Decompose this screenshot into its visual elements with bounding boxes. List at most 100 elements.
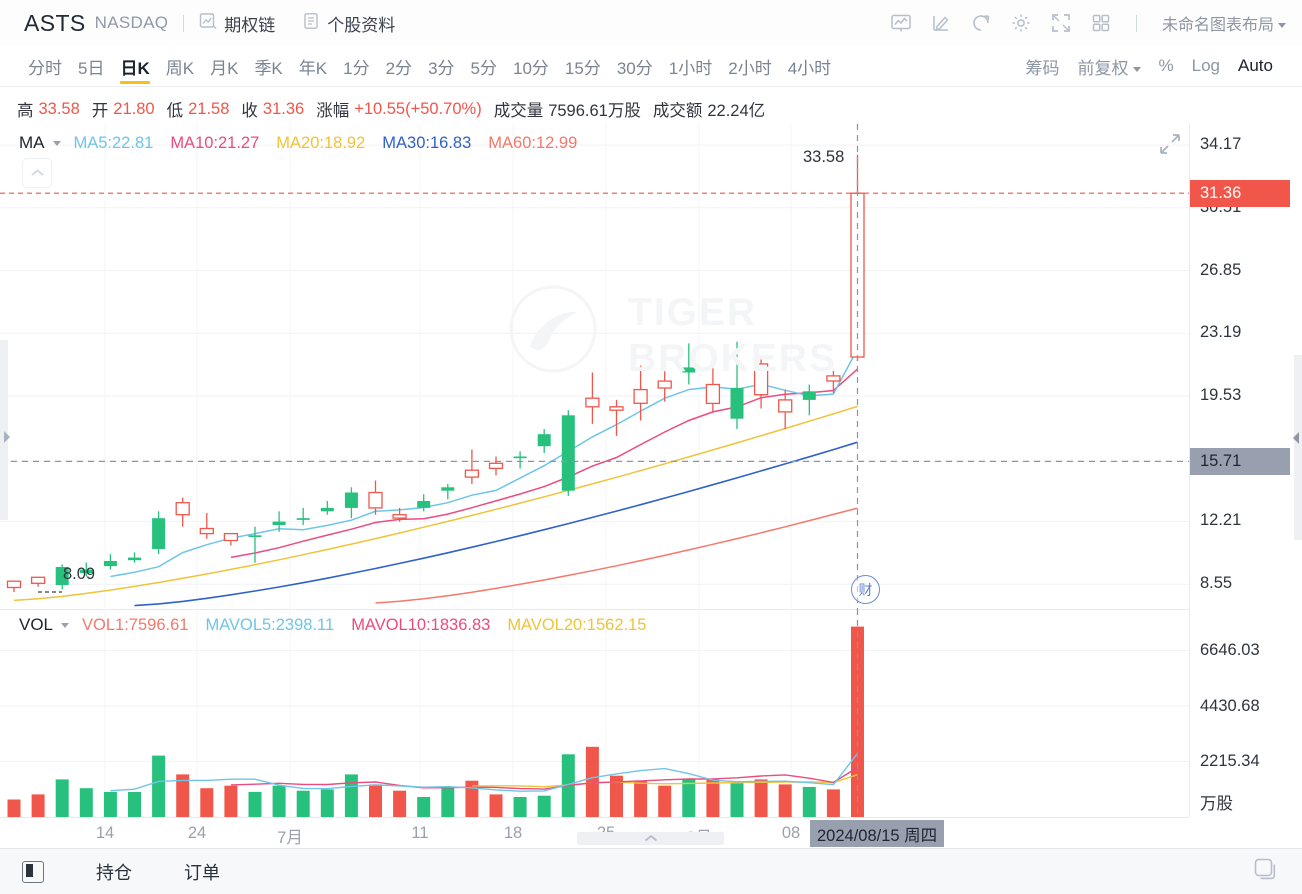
ma-indicator-legend: MA MA5:22.81 MA10:21.27 MA20:18.92 MA30:16.… xyxy=(0,128,1302,158)
volume-tick-1: 4430.68 xyxy=(1200,696,1260,715)
time-tick-1: 24 xyxy=(187,824,207,842)
low-price-annotation: 8.09 xyxy=(63,565,96,583)
time-tick-7: 08 xyxy=(781,824,801,842)
chart-doc-icon xyxy=(199,12,217,35)
grid-layout-icon[interactable] xyxy=(1081,3,1121,43)
price-tick-2: 26.85 xyxy=(1200,260,1242,279)
quote-label-1: 开 xyxy=(91,102,109,120)
expand-right-panel-arrow[interactable] xyxy=(1291,427,1301,449)
timeframe-tab-2分[interactable]: 2分 xyxy=(385,58,413,78)
timeframe-tab-15分[interactable]: 15分 xyxy=(564,58,601,78)
quote-value-1: 21.80 xyxy=(113,99,155,118)
timeframe-tab-1小时[interactable]: 1小时 xyxy=(668,58,713,78)
quote-value-5: 7596.61万股 xyxy=(548,102,641,120)
volume-tick-0: 6646.03 xyxy=(1200,641,1260,660)
time-tick-2: 7月 xyxy=(277,829,303,847)
quote-label-4: 涨幅 xyxy=(316,102,350,120)
chart-option-4[interactable]: Auto xyxy=(1238,56,1273,75)
expand-pane-icon[interactable] xyxy=(1158,132,1182,161)
price-tick-4: 19.53 xyxy=(1200,385,1242,404)
windows-stack-icon[interactable] xyxy=(1252,856,1278,887)
price-tick-3: 23.19 xyxy=(1200,323,1242,342)
timeframe-bar: 分时 5日 日K 周K 月K 季K 年K 1分 2分 3分 5分 10分 15分 30分 1小时 2小时 4小时… xyxy=(0,46,1302,87)
chevron-down-icon-vol[interactable] xyxy=(61,622,70,628)
timeframe-tab-10分[interactable]: 10分 xyxy=(513,58,549,78)
quote-value-0: 33.58 xyxy=(38,99,80,118)
chart-option-0[interactable]: 筹码 xyxy=(1025,58,1060,78)
timeframe-tab-4小时[interactable]: 4小时 xyxy=(787,58,832,78)
stock-info-link[interactable]: 个股资料 xyxy=(302,11,395,36)
indicator-icon[interactable] xyxy=(881,3,921,43)
panel-toggle-icon[interactable] xyxy=(22,860,44,883)
chart-option-2[interactable]: % xyxy=(1158,56,1174,75)
collapse-legend-button[interactable] xyxy=(22,158,52,188)
price-chart-pane[interactable] xyxy=(0,124,1189,609)
bottom-tab-orders[interactable]: 订单 xyxy=(184,862,220,883)
fullscreen-icon[interactable] xyxy=(1041,3,1081,43)
earnings-marker-icon[interactable]: 财 xyxy=(851,575,880,604)
timeframe-tab-周K[interactable]: 周K xyxy=(165,58,195,78)
bottom-bar: 持仓 订单 xyxy=(0,848,1302,894)
chart-option-1[interactable]: 前复权 xyxy=(1069,54,1150,79)
timeframe-tab-1分[interactable]: 1分 xyxy=(343,58,370,78)
symbol-exchange: NASDAQ xyxy=(94,13,169,32)
chart-option-3[interactable]: Log xyxy=(1191,56,1221,75)
pane-divider[interactable] xyxy=(0,609,1302,610)
quote-label-0: 高 xyxy=(17,102,34,120)
time-tick-4: 18 xyxy=(503,824,523,842)
timeframe-tab-年K[interactable]: 年K xyxy=(298,58,328,78)
price-axis[interactable]: 34.1730.5126.8523.1919.5315.7112.218.553… xyxy=(1189,124,1302,817)
ma-value-2: MA20:18.92 xyxy=(276,133,366,152)
timeframe-tabs: 分时 5日 日K 周K 月K 季K 年K 1分 2分 3分 5分 10分 15分 30分 1小时 2小时 4小时 xyxy=(0,46,839,87)
vol-indicator-name[interactable]: VOL xyxy=(19,615,54,634)
high-price-annotation: 33.58 xyxy=(803,148,845,166)
timeframe-tab-5分[interactable]: 5分 xyxy=(470,58,497,78)
ma-value-4: MA60:12.99 xyxy=(488,133,578,152)
ma-value-3: MA30:16.83 xyxy=(382,133,472,152)
quote-value-3: 31.36 xyxy=(262,99,305,118)
crosshair-date-tooltip: 2024/08/15 周四 xyxy=(810,820,945,847)
option-chain-link[interactable]: 期权链 xyxy=(199,11,275,36)
option-chain-label: 期权链 xyxy=(224,15,276,35)
chevron-down-icon-ma[interactable] xyxy=(52,140,61,146)
layout-selector[interactable]: 未命名图表布局 xyxy=(1162,11,1286,35)
draw-pencil-icon[interactable] xyxy=(921,3,961,43)
ma-value-0: MA5:22.81 xyxy=(73,133,154,152)
chevron-down-icon xyxy=(1278,23,1286,28)
header-left: ASTS NASDAQ 期权链 xyxy=(0,10,422,37)
timeframe-tab-3分[interactable]: 3分 xyxy=(428,58,455,78)
expand-left-panel-arrow[interactable] xyxy=(1,426,11,448)
vol-value-0: VOL1:7596.61 xyxy=(82,615,189,634)
chevron-down-icon-adjust xyxy=(1132,66,1141,72)
ma-values: MA5:22.81 MA10:21.27 MA20:18.92 MA30:16.83 M… xyxy=(74,134,595,153)
vol-value-2: MAVOL10:1836.83 xyxy=(351,615,491,634)
timeframe-tab-5日[interactable]: 5日 xyxy=(78,58,105,78)
timeframe-tab-日K[interactable]: 日K xyxy=(112,46,157,87)
quote-summary: 高 33.58 开 21.80 低 21.58 收 31.36 涨幅 +10.55(+50.70%… xyxy=(0,94,1302,124)
volume-chart-pane[interactable] xyxy=(0,609,1189,817)
price-tick-6: 12.21 xyxy=(1200,511,1242,530)
vol-values: VOL1:7596.61 MAVOL5:2398.11 MAVOL10:1836.8… xyxy=(82,616,663,635)
timeframe-tab-2小时[interactable]: 2小时 xyxy=(728,58,772,78)
quote-value-4: +10.55(+50.70%) xyxy=(354,99,482,118)
bottom-tab-positions[interactable]: 持仓 xyxy=(96,862,132,883)
ma-indicator-name[interactable]: MA xyxy=(19,133,45,152)
quote-label-6: 成交额 xyxy=(652,102,703,120)
horizontal-scroll-handle[interactable] xyxy=(577,832,724,845)
timeframe-tab-分时[interactable]: 分时 xyxy=(28,58,62,78)
layout-name-label: 未命名图表布局 xyxy=(1161,17,1274,34)
refresh-icon[interactable] xyxy=(961,3,1001,43)
gear-icon[interactable] xyxy=(1001,3,1041,43)
quote-label-5: 成交量 xyxy=(493,102,544,120)
divider xyxy=(183,14,185,32)
right-panel-edge xyxy=(1294,355,1302,540)
app-header: ASTS NASDAQ 期权链 xyxy=(0,0,1302,46)
divider-2 xyxy=(1135,14,1137,32)
price-tick-7: 8.55 xyxy=(1200,574,1233,593)
symbol-code: ASTS xyxy=(24,9,86,36)
ma-value-1: MA10:21.27 xyxy=(170,133,260,152)
timeframe-tab-季K[interactable]: 季K xyxy=(254,58,283,78)
timeframe-tab-月K[interactable]: 月K xyxy=(210,58,239,78)
timeframe-tab-30分[interactable]: 30分 xyxy=(616,58,653,78)
